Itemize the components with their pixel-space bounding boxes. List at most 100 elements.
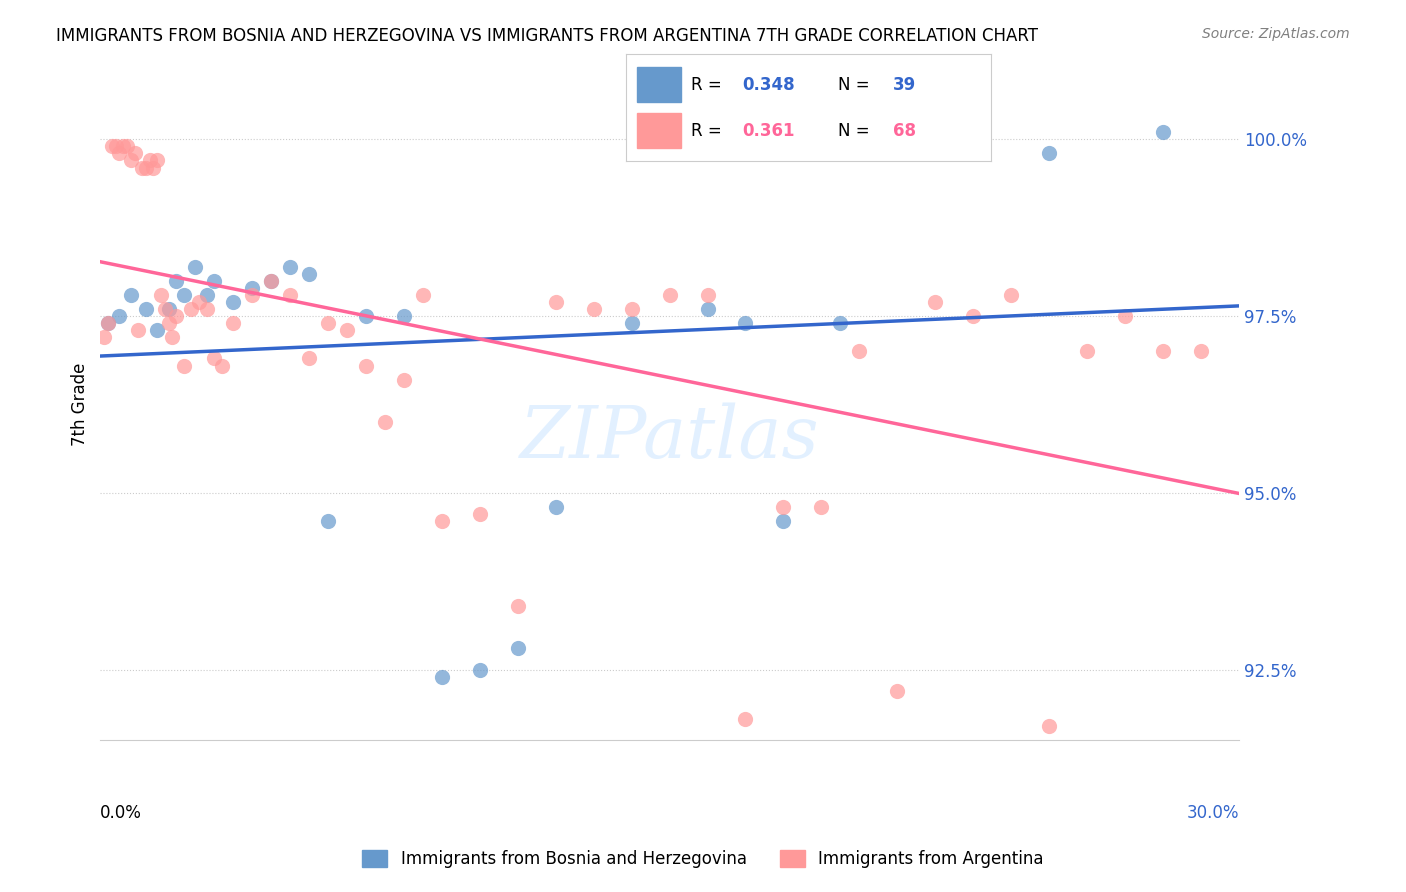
Text: 0.361: 0.361 — [742, 121, 796, 139]
Point — [97, 316, 120, 330]
Legend: Immigrants from Bosnia and Herzegovina, Immigrants from Argentina: Immigrants from Bosnia and Herzegovina, … — [356, 843, 1050, 875]
Point — [115, 139, 138, 153]
Point — [124, 146, 146, 161]
Text: Source: ZipAtlas.com: Source: ZipAtlas.com — [1202, 27, 1350, 41]
Point — [316, 316, 339, 330]
Text: 30.0%: 30.0% — [1187, 804, 1239, 822]
Y-axis label: 7th Grade: 7th Grade — [72, 363, 89, 446]
Point — [298, 351, 321, 366]
Bar — [637, 68, 681, 102]
Point — [195, 301, 218, 316]
Point — [848, 344, 870, 359]
Point — [506, 599, 529, 613]
Point — [430, 670, 453, 684]
Point — [173, 359, 195, 373]
Point — [620, 316, 643, 330]
Point — [211, 359, 233, 373]
Point — [127, 323, 149, 337]
Text: 0.0%: 0.0% — [100, 804, 142, 822]
Point — [135, 161, 157, 175]
Point — [962, 309, 984, 323]
Point — [150, 288, 173, 302]
Point — [202, 274, 225, 288]
Point — [1152, 344, 1174, 359]
Text: 0.348: 0.348 — [742, 76, 796, 94]
Point — [195, 288, 218, 302]
Point — [278, 260, 301, 274]
Point — [468, 663, 491, 677]
Point — [180, 301, 202, 316]
Point — [108, 146, 131, 161]
Point — [278, 288, 301, 302]
Point — [772, 500, 794, 514]
Text: R =: R = — [692, 76, 727, 94]
Point — [772, 514, 794, 528]
Point — [392, 373, 415, 387]
Point — [165, 274, 187, 288]
Point — [696, 288, 718, 302]
Point — [506, 641, 529, 656]
Point — [544, 500, 567, 514]
Text: 68: 68 — [893, 121, 915, 139]
Point — [100, 139, 122, 153]
Point — [620, 301, 643, 316]
Point — [173, 288, 195, 302]
Point — [924, 294, 946, 309]
Text: 39: 39 — [893, 76, 915, 94]
Point — [120, 153, 142, 168]
Point — [222, 316, 245, 330]
Point — [336, 323, 359, 337]
Point — [157, 316, 180, 330]
Point — [582, 301, 605, 316]
Point — [135, 301, 157, 316]
Point — [184, 260, 207, 274]
Point — [202, 351, 225, 366]
Point — [165, 309, 187, 323]
Text: N =: N = — [838, 121, 875, 139]
Point — [1038, 146, 1060, 161]
Point — [430, 514, 453, 528]
Point — [1152, 125, 1174, 139]
Point — [354, 359, 377, 373]
Point — [354, 309, 377, 323]
Point — [104, 139, 127, 153]
Point — [97, 316, 120, 330]
Point — [260, 274, 283, 288]
Point — [830, 316, 852, 330]
Point — [131, 161, 153, 175]
Point — [240, 281, 263, 295]
Point — [157, 301, 180, 316]
Point — [1189, 344, 1212, 359]
Point — [1076, 344, 1098, 359]
Point — [108, 309, 131, 323]
Point — [924, 139, 946, 153]
Point — [240, 288, 263, 302]
Point — [374, 415, 396, 429]
Point — [120, 288, 142, 302]
Point — [112, 139, 135, 153]
Point — [93, 330, 115, 344]
Point — [1038, 719, 1060, 733]
Point — [260, 274, 283, 288]
Point — [544, 294, 567, 309]
Point — [153, 301, 176, 316]
Point — [734, 712, 756, 726]
Point — [1114, 309, 1136, 323]
Point — [138, 153, 160, 168]
Point — [146, 153, 169, 168]
Point — [142, 161, 165, 175]
Point — [316, 514, 339, 528]
Text: IMMIGRANTS FROM BOSNIA AND HERZEGOVINA VS IMMIGRANTS FROM ARGENTINA 7TH GRADE CO: IMMIGRANTS FROM BOSNIA AND HERZEGOVINA V… — [56, 27, 1038, 45]
Point — [392, 309, 415, 323]
Point — [468, 507, 491, 521]
Point — [222, 294, 245, 309]
Bar — [637, 113, 681, 148]
Point — [188, 294, 211, 309]
Point — [1000, 288, 1022, 302]
Point — [810, 500, 832, 514]
Point — [146, 323, 169, 337]
Point — [162, 330, 184, 344]
Text: N =: N = — [838, 76, 875, 94]
Point — [734, 316, 756, 330]
Point — [298, 267, 321, 281]
